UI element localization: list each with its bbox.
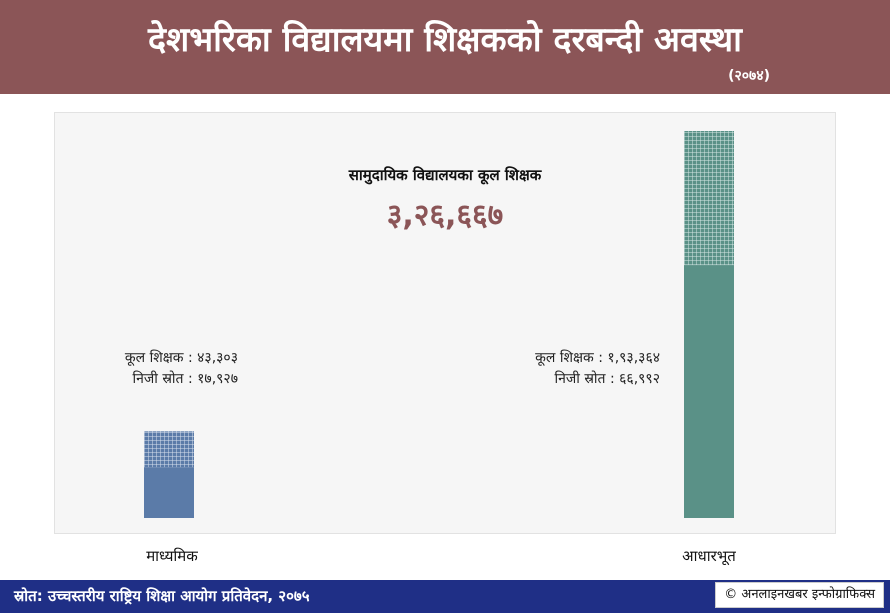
total-teachers-label: सामुदायिक विद्यालयका कूल शिक्षक bbox=[348, 166, 542, 184]
bar-annotation-secondary: कूल शिक्षक : ४३,३०३ निजी स्रोत : १७,९२७ bbox=[60, 348, 238, 390]
bar-public-segment bbox=[144, 467, 194, 518]
bar-private-label: निजी स्रोत : १७,९२७ bbox=[132, 371, 238, 387]
bar-annotation-basic: कूल शिक्षक : १,९३,३६४ निजी स्रोत : ६६,९९… bbox=[440, 348, 660, 390]
total-teachers-value: ३,२६,६६७ bbox=[386, 198, 504, 233]
year-label: (२०७४) bbox=[728, 68, 770, 84]
category-label-basic: आधारभूत bbox=[682, 547, 736, 565]
bar-private-label: निजी स्रोत : ६६,९९२ bbox=[554, 371, 660, 387]
bar-total-label: कूल शिक्षक : ४३,३०३ bbox=[124, 350, 238, 366]
page-title: देशभरिका विद्यालयमा शिक्षकको दरबन्दी अवस… bbox=[148, 20, 742, 60]
credit-badge: © अनलाइनखबर इन्फोग्राफिक्स bbox=[715, 582, 884, 608]
category-label-secondary: माध्यमिक bbox=[146, 547, 198, 565]
footer-bar: स्रोत: उच्चस्तरीय राष्ट्रिय शिक्षा आयोग … bbox=[0, 580, 890, 613]
bar-total-label: कूल शिक्षक : १,९३,३६४ bbox=[535, 350, 660, 366]
header-banner: देशभरिका विद्यालयमा शिक्षकको दरबन्दी अवस… bbox=[0, 0, 890, 94]
bar-public-segment bbox=[684, 265, 734, 518]
bar-private-segment bbox=[684, 131, 734, 266]
source-citation: स्रोत: उच्चस्तरीय राष्ट्रिय शिक्षा आयोग … bbox=[14, 587, 310, 605]
bar-private-segment bbox=[144, 431, 194, 468]
